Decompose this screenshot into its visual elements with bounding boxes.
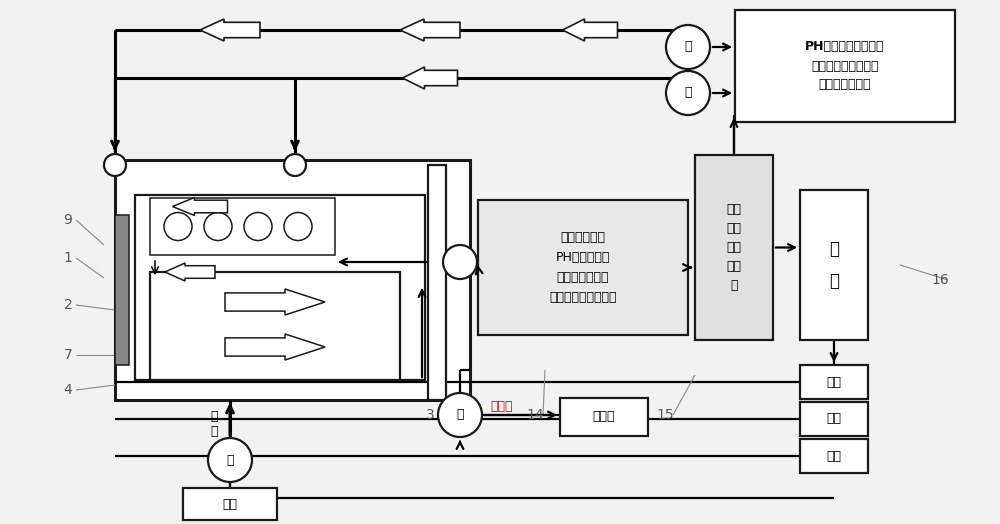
Bar <box>183 488 277 520</box>
Text: 水源: 水源 <box>222 497 238 510</box>
Polygon shape <box>400 19 460 41</box>
Text: 蓄水区: 蓄水区 <box>593 410 615 423</box>
Polygon shape <box>225 334 325 360</box>
Bar <box>800 190 868 340</box>
Text: 开关: 开关 <box>826 412 842 425</box>
Polygon shape <box>225 289 325 315</box>
Bar <box>800 365 868 399</box>
Bar <box>478 200 688 335</box>
Circle shape <box>666 71 710 115</box>
Circle shape <box>244 213 272 241</box>
Bar <box>800 402 868 436</box>
Bar <box>150 272 400 380</box>
Text: 15: 15 <box>656 408 674 422</box>
Bar <box>735 10 955 122</box>
Circle shape <box>284 154 306 176</box>
Bar <box>560 398 648 436</box>
Text: 泵: 泵 <box>684 40 692 53</box>
Polygon shape <box>165 263 215 281</box>
Text: 数据
分析
及控
制模
块: 数据 分析 及控 制模 块 <box>726 203 742 292</box>
Circle shape <box>438 393 482 437</box>
Circle shape <box>164 213 192 241</box>
Polygon shape <box>402 67 458 89</box>
Circle shape <box>666 25 710 69</box>
Polygon shape <box>200 19 260 41</box>
Text: 补
水: 补 水 <box>210 410 218 438</box>
Polygon shape <box>562 19 618 41</box>
Text: 3: 3 <box>426 408 434 422</box>
Text: 开关: 开关 <box>826 376 842 388</box>
Text: 9: 9 <box>64 213 72 227</box>
Bar <box>150 198 335 255</box>
Text: PH浓度调配液、氨氮
浓度调配液、亚硝酸
基氨浓度调配液: PH浓度调配液、氨氮 浓度调配液、亚硝酸 基氨浓度调配液 <box>805 40 885 92</box>
Text: 开关: 开关 <box>826 450 842 463</box>
Text: 泵: 泵 <box>226 453 234 466</box>
Circle shape <box>443 245 477 279</box>
Text: 4: 4 <box>64 383 72 397</box>
Text: 7: 7 <box>64 348 72 362</box>
Text: 溶解氧检测仪
PH浓度检测仪
氨氮浓度检测仪
亚硝基氨浓度检测仪: 溶解氧检测仪 PH浓度检测仪 氨氮浓度检测仪 亚硝基氨浓度检测仪 <box>549 231 617 304</box>
Circle shape <box>284 213 312 241</box>
Circle shape <box>208 438 252 482</box>
Bar <box>115 160 470 400</box>
Bar <box>135 195 425 380</box>
Text: 泵: 泵 <box>684 86 692 100</box>
Circle shape <box>104 154 126 176</box>
Polygon shape <box>173 198 228 215</box>
Text: 泵: 泵 <box>456 409 464 421</box>
Bar <box>115 215 129 365</box>
Circle shape <box>204 213 232 241</box>
Text: 排运管: 排运管 <box>490 400 512 413</box>
Bar <box>428 165 446 400</box>
Text: 14: 14 <box>526 408 544 422</box>
Bar <box>695 155 773 340</box>
Text: 电
源: 电 源 <box>829 240 839 290</box>
Text: 16: 16 <box>931 273 949 287</box>
Text: 2: 2 <box>64 298 72 312</box>
Bar <box>800 439 868 473</box>
Text: 1: 1 <box>64 251 72 265</box>
